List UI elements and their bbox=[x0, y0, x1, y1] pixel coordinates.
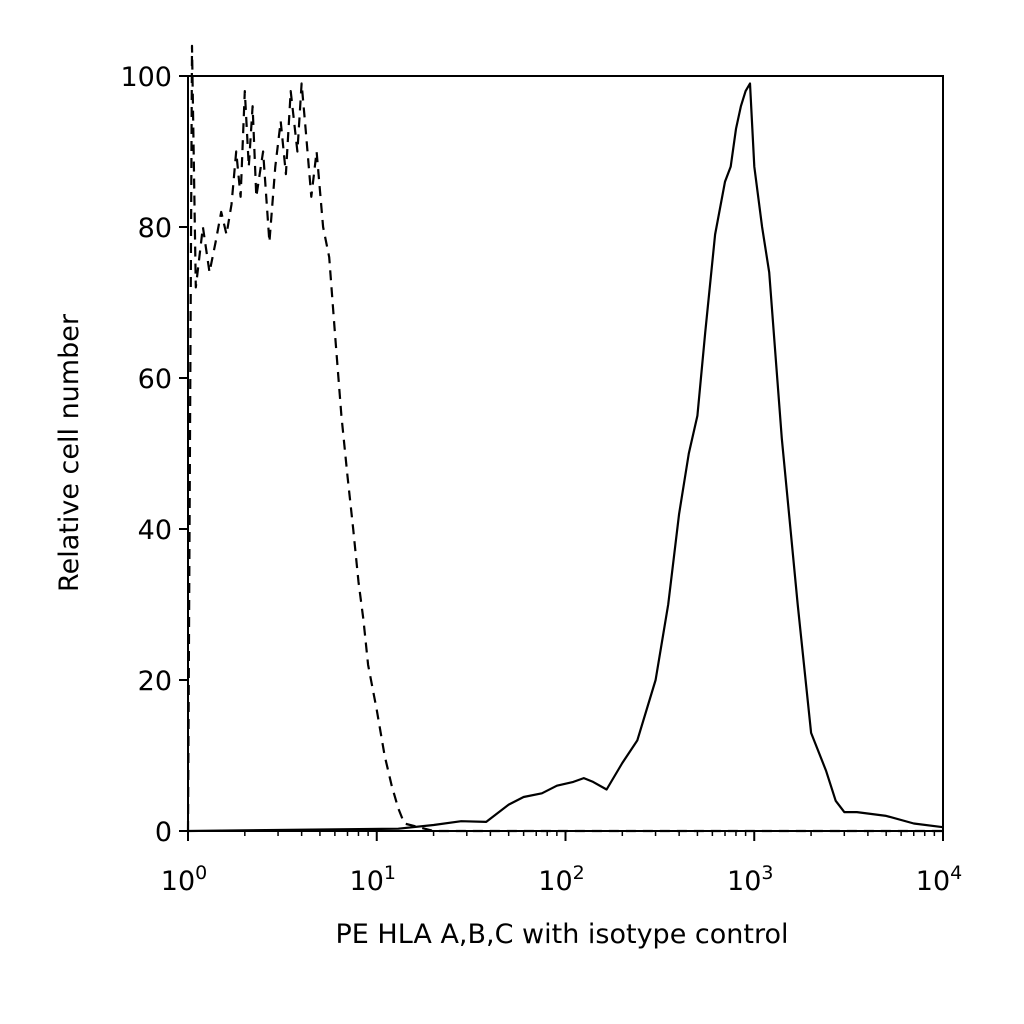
y-tick-label: 0 bbox=[155, 817, 172, 848]
x-tick-label: 102 bbox=[538, 862, 584, 897]
x-tick-label: 100 bbox=[161, 862, 207, 897]
x-tick-label: 104 bbox=[916, 862, 962, 897]
plot-area-frame bbox=[187, 75, 944, 832]
series-layer bbox=[186, 44, 944, 833]
y-tick-label: 60 bbox=[138, 364, 172, 395]
y-tick-label: 80 bbox=[138, 213, 172, 244]
y-tick-label: 100 bbox=[120, 62, 172, 93]
x-axis-ticks: 100 101 102 103 104 bbox=[161, 831, 962, 897]
pe-hla-solid-line bbox=[187, 82, 944, 833]
x-tick-label: 101 bbox=[350, 862, 396, 897]
y-tick-label: 40 bbox=[138, 515, 172, 546]
isotype-control-dashed-line bbox=[186, 44, 943, 833]
y-axis-title: Relative cell number bbox=[54, 313, 85, 592]
y-tick-label: 20 bbox=[138, 666, 172, 697]
x-axis-title: PE HLA A,B,C with isotype control bbox=[336, 919, 789, 950]
y-axis-ticks: 0 20 40 60 80 100 bbox=[120, 62, 188, 848]
x-tick-label: 103 bbox=[727, 862, 773, 897]
